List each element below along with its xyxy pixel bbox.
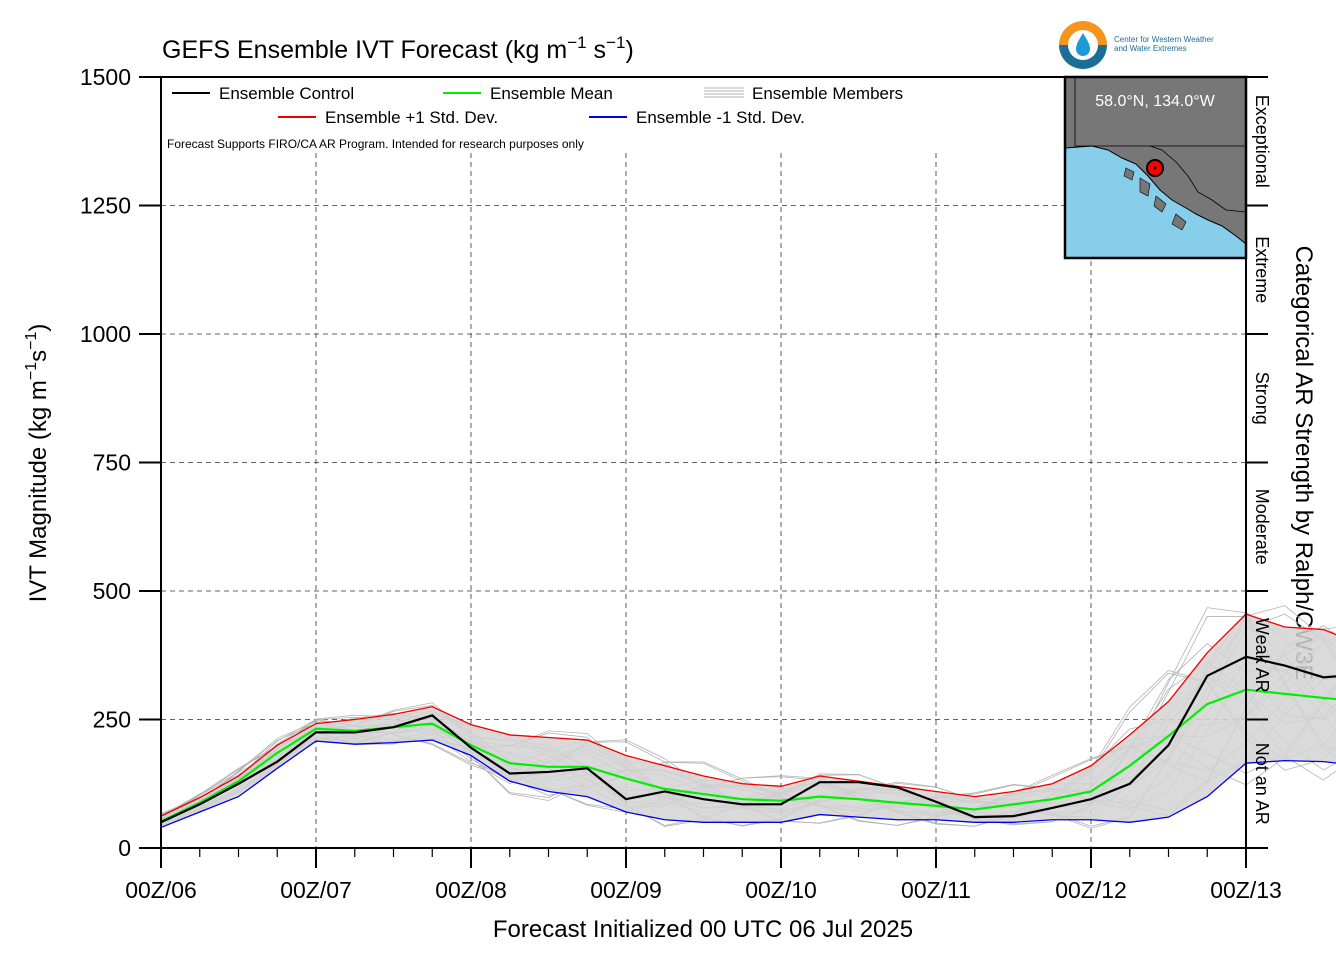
location-marker-dot [1153,166,1157,170]
logo-text-line2: and Water Extremes [1114,44,1187,53]
chart-title: GEFS Ensemble IVT Forecast (kg m−1 s−1) [162,33,634,64]
category-label: Weak AR [1252,618,1272,693]
y-axis-label: IVT Magnitude (kg m−1s−1) [23,324,52,603]
legend: Ensemble Control Ensemble Mean Ensemble … [167,84,903,151]
legend-plus-label: Ensemble +1 Std. Dev. [325,108,498,127]
right-axis-label: Categorical AR Strength by Ralph/CW3E [1290,246,1317,681]
category-label: Moderate [1252,489,1272,565]
x-tick-label: 00Z/07 [280,877,352,903]
x-tick-label: 00Z/06 [125,877,197,903]
y-tick-label: 1500 [80,64,131,90]
legend-minus-label: Ensemble -1 Std. Dev. [636,108,805,127]
category-label: Strong [1252,372,1272,425]
x-tick-label: 00Z/11 [901,877,971,903]
series-lines [160,613,1336,829]
category-label: Exceptional [1252,95,1272,188]
x-tick-label: 00Z/09 [590,877,662,903]
category-axis: Not an AR Weak AR Moderate Strong Extreme Exc… [1246,76,1272,849]
inset-map-coastline [1064,145,1247,245]
inset-map-islands [1123,167,1187,231]
disclaimer-text: Forecast Supports FIRO/CA AR Program. In… [167,137,584,151]
x-tick-label: 00Z/12 [1055,877,1127,903]
category-label: Not an AR [1252,743,1272,825]
legend-mean-label: Ensemble Mean [490,84,613,103]
legend-members-swatch [704,87,744,98]
x-axis-label: Forecast Initialized 00 UTC 06 Jul 2025 [493,916,913,943]
water-drop-icon [1076,33,1090,56]
x-tick-label: 00Z/10 [745,877,817,903]
cw3e-logo: Center for Western Weather and Water Ext… [1059,21,1214,69]
category-label: Extreme [1252,236,1272,303]
x-tick-label: 00Z/13 [1210,877,1282,903]
y-tick-label: 500 [93,578,131,604]
plus-std-dev-line [160,613,1336,817]
y-tick-label: 1250 [80,193,131,219]
y-tick-label: 250 [93,707,131,733]
logo-text-line1: Center for Western Weather [1114,35,1214,44]
legend-control-label: Ensemble Control [219,84,354,103]
y-tick-label: 0 [118,835,131,861]
inset-location-label: 58.0°N, 134.0°W [1095,93,1215,110]
inset-map-border [1074,77,1247,213]
inset-map: 58.0°N, 134.0°W [1063,75,1248,260]
y-tick-label: 750 [93,450,131,476]
y-tick-label: 1000 [80,321,131,347]
x-tick-label: 00Z/08 [435,877,507,903]
legend-members-label: Ensemble Members [752,84,903,103]
ensemble-control-line [160,655,1336,824]
inset-map-frame [1063,75,1248,260]
ensemble-mean-line [160,688,1336,823]
y-axis-ticks: 0 250 500 750 1000 1250 1500 [80,64,161,861]
minus-std-dev-line [160,739,1336,829]
x-axis-ticks: 00Z/06 00Z/07 00Z/08 00Z/09 00Z/10 00Z/11 00Z/… [125,848,1282,903]
